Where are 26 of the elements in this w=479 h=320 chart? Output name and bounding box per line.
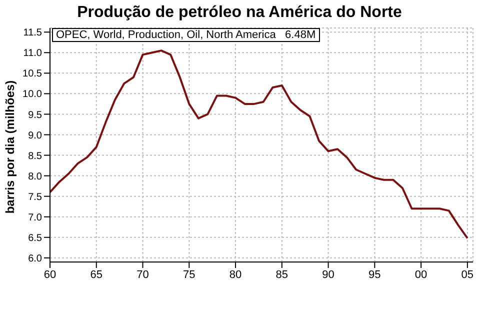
y-tick-label: 6.5 xyxy=(28,232,42,244)
y-tick-label: 9.0 xyxy=(28,130,42,142)
x-tick-label: 90 xyxy=(322,268,334,281)
x-tick-label: 65 xyxy=(90,268,103,281)
y-tick-label: 8.0 xyxy=(28,171,42,182)
y-axis-title: barris por dia (milhões) xyxy=(3,80,17,214)
x-tick-label: 95 xyxy=(368,268,381,281)
y-tick-label: 7.0 xyxy=(28,212,42,224)
x-tick-label: 60 xyxy=(44,268,56,281)
y-tick-label: 11.0 xyxy=(23,48,42,60)
annotation: OPEC, World, Production, Oil, North America 6.48M xyxy=(52,28,320,42)
chart-title: Produção de petróleo na América do Norte xyxy=(76,4,403,22)
y-tick-label: 8.5 xyxy=(28,150,42,162)
line-series xyxy=(50,50,468,240)
x-tick-label: 80 xyxy=(229,268,242,281)
y-tick-label: 6.0 xyxy=(28,253,42,264)
y-tick-label: 10.0 xyxy=(22,89,42,100)
x-tick-label: 00 xyxy=(414,268,428,281)
x-tick-label: 70 xyxy=(136,268,149,281)
x-tick-label: 75 xyxy=(183,268,196,281)
y-tick-label: 9.5 xyxy=(28,110,42,121)
x-tick-label: 85 xyxy=(276,268,288,281)
y-tick-label: 7.5 xyxy=(28,192,42,203)
x-tick-label: 05 xyxy=(461,268,474,281)
y-tick-label: 11.5 xyxy=(23,28,42,39)
y-tick-label: 10.5 xyxy=(22,68,42,80)
